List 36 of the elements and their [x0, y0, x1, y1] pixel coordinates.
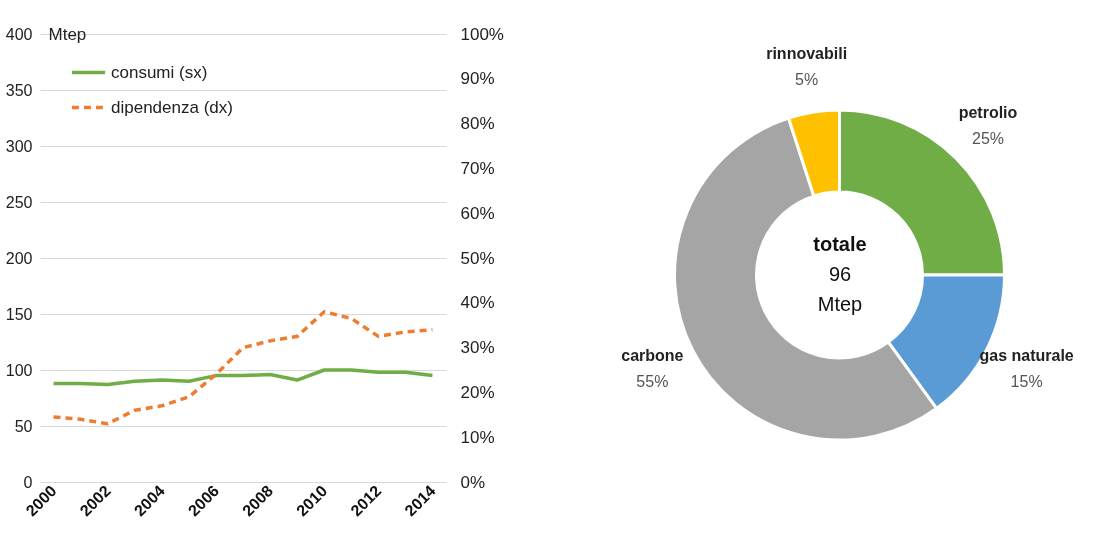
y2-tick-label: 20% [460, 382, 495, 402]
y2-tick-label: 100% [460, 24, 504, 44]
line-series [51, 310, 435, 426]
data-label: 55% [636, 373, 669, 391]
text: Mtep [817, 293, 863, 315]
line-series [51, 368, 435, 387]
legend-label: consumi (sx) [111, 62, 208, 82]
slice-label: petrolio [958, 103, 1018, 121]
y-tick-label: 200 [5, 249, 33, 267]
y2-tick-label: 50% [460, 248, 495, 268]
y2-tick-label: 60% [460, 203, 495, 223]
y2-tick-label: 90% [460, 69, 495, 89]
data-label: 25% [971, 129, 1005, 147]
y2-tick-label: 80% [460, 114, 495, 134]
y-tick-label: 50 [14, 417, 33, 435]
y2-tick-label: 70% [460, 158, 495, 178]
y2-tick-label: 0% [460, 472, 486, 492]
data-label: 5% [795, 70, 819, 88]
y-axis-title: Mtep [48, 24, 87, 44]
y-tick-label: 350 [5, 81, 33, 99]
text: totale [813, 233, 867, 255]
y-tick-label: 0 [23, 473, 33, 491]
legend-label: dipendenza (dx) [111, 97, 233, 117]
y2-tick-label: 10% [460, 427, 495, 447]
text: 96 [828, 263, 852, 285]
y-tick-label: 100 [5, 361, 33, 379]
slice-label: gas naturale [979, 347, 1074, 365]
slice-label: rinnovabili [766, 44, 848, 62]
y-tick-label: 250 [5, 193, 33, 211]
y2-tick-label: 40% [460, 293, 495, 313]
y-tick-label: 300 [5, 137, 33, 155]
slice-label: carbone [621, 347, 684, 365]
y-tick-label: 150 [5, 305, 33, 323]
y-tick-label: 400 [5, 25, 33, 43]
data-label: 15% [1010, 373, 1043, 391]
y2-tick-label: 30% [460, 338, 495, 358]
